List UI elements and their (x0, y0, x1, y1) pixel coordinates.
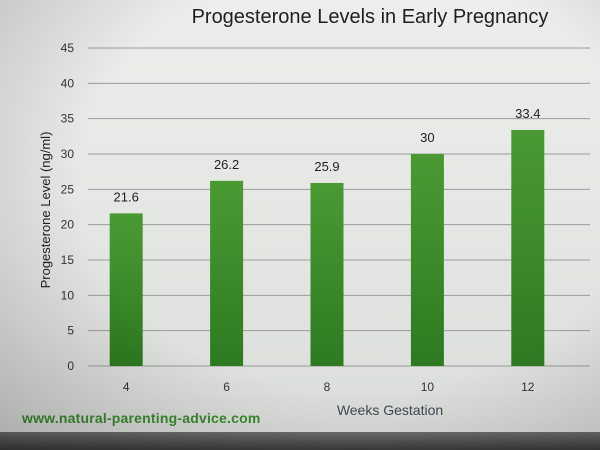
data-labels: 21.6 26.2 25.9 30 33.4 (114, 106, 541, 204)
bar-6 (210, 180, 244, 366)
data-label: 30 (420, 130, 434, 145)
data-label: 25.9 (314, 159, 339, 174)
x-tick-label: 10 (421, 380, 435, 394)
x-tick-label: 12 (521, 380, 535, 394)
bar-10 (410, 154, 444, 366)
x-tick-label: 8 (324, 380, 331, 394)
bars (109, 129, 545, 366)
x-axis-label: Weeks Gestation (337, 402, 443, 418)
source-url: www.natural-parenting-advice.com (22, 410, 261, 426)
y-tick-label: 25 (61, 182, 75, 196)
y-tick-label: 45 (61, 41, 75, 55)
chart-title: Progesterone Levels in Early Pregnancy (191, 6, 549, 28)
data-label: 21.6 (114, 189, 139, 204)
monitor-bezel (0, 432, 600, 450)
y-tick-label: 20 (61, 218, 75, 232)
y-tick-label: 35 (61, 112, 75, 126)
x-tick-label: 4 (123, 380, 130, 394)
data-label: 33.4 (515, 106, 540, 121)
bar-4 (109, 213, 143, 366)
y-axis-label: Progesterone Level (ng/ml) (38, 132, 53, 289)
data-label: 26.2 (214, 157, 239, 172)
x-axis-ticks: 4 6 8 10 12 (123, 380, 535, 394)
y-tick-label: 40 (61, 76, 75, 90)
y-axis-ticks: 0 5 10 15 20 25 30 35 40 45 (61, 41, 75, 373)
y-tick-label: 30 (61, 147, 75, 161)
y-tick-label: 15 (61, 253, 75, 267)
y-tick-label: 10 (61, 288, 75, 302)
y-tick-label: 0 (67, 359, 74, 373)
bar-12 (511, 129, 545, 366)
y-tick-label: 5 (67, 324, 74, 338)
bar-8 (310, 182, 344, 366)
x-tick-label: 6 (223, 380, 230, 394)
